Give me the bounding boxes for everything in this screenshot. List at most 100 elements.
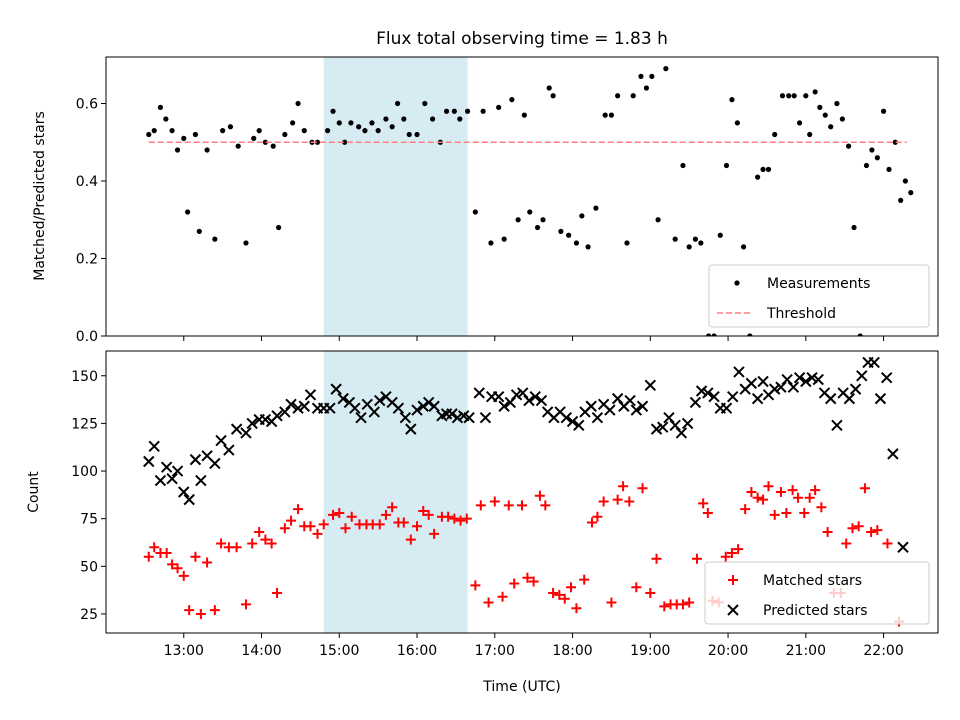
matched-stars-point <box>859 483 870 494</box>
measurements-point <box>630 93 636 99</box>
measurements-point <box>362 128 368 134</box>
legend-key-measurements <box>734 280 740 286</box>
matched-stars-point <box>816 502 827 513</box>
measurements-point <box>698 240 704 246</box>
measurements-point <box>711 333 717 336</box>
matched-stars-point <box>606 597 617 608</box>
matched-stars-point <box>340 523 351 534</box>
matched-stars-point <box>841 538 852 549</box>
predicted-stars-point <box>417 400 429 412</box>
predicted-stars-point <box>733 366 745 378</box>
measurements-point <box>779 93 786 99</box>
matched-stars-point <box>190 551 201 562</box>
predicted-stars-point <box>523 394 535 407</box>
measurements-point <box>863 162 870 169</box>
matched-stars-point <box>405 534 416 545</box>
matched-stars-point <box>209 605 220 616</box>
matched-stars-point <box>769 509 780 520</box>
measurements-point <box>828 124 834 130</box>
legend-key-predicted-stars <box>727 604 739 616</box>
predicted-stars-point <box>349 402 361 414</box>
x-tick-label: 16:00 <box>397 643 437 659</box>
predicted-stars-point <box>727 391 739 403</box>
matched-stars-point <box>423 509 434 520</box>
matched-stars-point <box>534 490 545 501</box>
predicted-stars-point <box>422 396 435 409</box>
x-tick-label: 22:00 <box>863 643 903 659</box>
measurements-point <box>356 124 362 130</box>
measurements-point <box>723 162 730 169</box>
predicted-stars-point <box>751 392 764 405</box>
y-tick-label: 0.6 <box>76 97 98 113</box>
predicted-stars-point <box>246 417 258 430</box>
predicted-stars-point <box>492 391 505 403</box>
top-marks <box>146 66 914 336</box>
matched-stars-point <box>167 559 178 570</box>
measurements-point <box>521 112 527 118</box>
measurements-point <box>348 120 354 126</box>
measurements-point <box>534 224 541 231</box>
matched-stars-point <box>279 523 290 534</box>
predicted-stars-point <box>681 417 694 430</box>
predicted-stars-point <box>535 394 548 407</box>
predicted-stars-point <box>473 387 485 399</box>
x-tick-label: 21:00 <box>786 643 826 659</box>
x-tick-label: 19:00 <box>630 643 670 659</box>
measurements-point <box>235 143 241 149</box>
y-tick-label: 0.0 <box>76 329 98 345</box>
legend-box <box>708 264 930 328</box>
predicted-stars-point <box>831 419 843 432</box>
predicted-stars-point <box>720 402 733 414</box>
predicted-stars-point <box>240 427 252 439</box>
predicted-stars-point <box>292 402 304 414</box>
measurements-point <box>845 143 852 149</box>
top-legend: Measurements Threshold <box>708 264 930 328</box>
measurements-point <box>741 244 747 250</box>
highlight-band <box>323 351 468 633</box>
predicted-stars-point <box>689 396 702 409</box>
matched-stars-point <box>254 527 265 538</box>
measurements-point <box>157 104 164 110</box>
matched-stars-point <box>247 538 258 549</box>
measurements-point <box>389 124 395 130</box>
measurements-point <box>692 236 698 242</box>
measurements-point <box>540 217 546 223</box>
measurements-point <box>638 73 644 79</box>
measurements-point <box>898 197 904 203</box>
predicted-stars-point <box>793 371 806 384</box>
predicted-stars-point <box>636 400 649 412</box>
measurements-point <box>256 128 262 134</box>
measurements-point <box>734 120 740 126</box>
matched-stars-point <box>631 582 642 593</box>
matched-stars-point <box>509 578 520 589</box>
predicted-stars-point <box>806 371 818 384</box>
matched-stars-point <box>586 517 597 528</box>
matched-stars-point <box>702 507 713 518</box>
predicted-stars-point <box>399 411 412 424</box>
measurements-point <box>401 116 407 122</box>
matched-stars-point <box>240 599 251 610</box>
measurements-point <box>585 244 591 250</box>
matched-stars-point <box>799 507 810 518</box>
measurements-point <box>509 97 515 103</box>
bottom-frame <box>105 350 939 634</box>
measurements-point <box>649 73 655 79</box>
measurements-point <box>874 155 880 161</box>
predicted-stars-point <box>298 400 310 412</box>
predicted-stars-point <box>529 391 541 403</box>
matched-stars-point <box>571 603 582 614</box>
matched-stars-point <box>475 500 486 511</box>
measurements-point <box>196 228 202 234</box>
matched-stars-point <box>522 572 533 583</box>
predicted-stars-point <box>644 379 657 392</box>
legend-box <box>704 561 930 625</box>
matched-stars-point <box>793 492 804 503</box>
measurements-point <box>369 120 375 126</box>
predicted-stars-point <box>160 461 173 473</box>
matched-stars-point <box>318 519 329 530</box>
measurements-point <box>451 108 457 114</box>
matched-stars-point <box>612 494 623 505</box>
predicted-stars-point <box>800 375 812 388</box>
matched-stars-point <box>554 589 565 600</box>
matched-stars-point <box>449 513 460 524</box>
